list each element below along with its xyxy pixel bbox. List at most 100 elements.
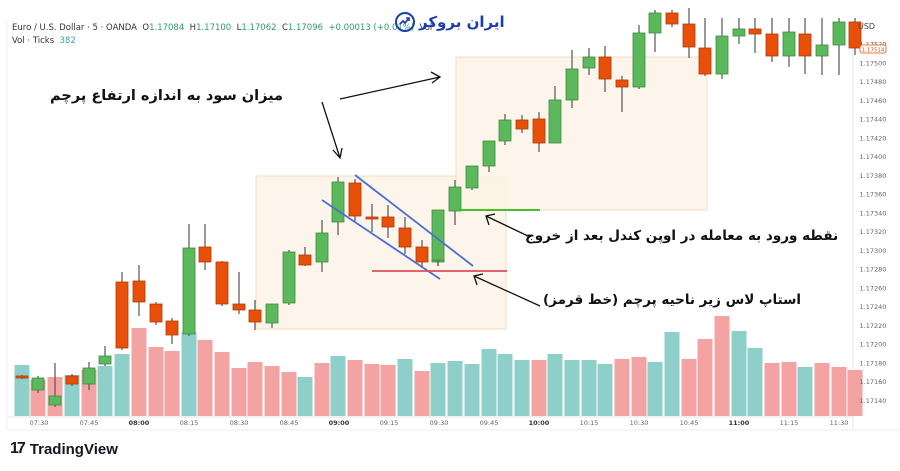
- volume-bar: [481, 349, 497, 416]
- flag-lower-trendline[interactable]: [321, 199, 441, 280]
- symbol-title[interactable]: Euro / U.S. Dollar · 5 · OANDA: [12, 23, 137, 33]
- brand-logo: ایران بروکر: [395, 12, 505, 32]
- time-tick: 08:00: [129, 419, 150, 427]
- candle: [215, 261, 229, 306]
- candle: [798, 18, 812, 74]
- candle: [565, 50, 579, 108]
- volume-bar: [531, 360, 547, 416]
- volume-bar: [197, 340, 213, 416]
- ohlc-low: L1.17062: [236, 23, 277, 33]
- volume-bar: [131, 328, 147, 416]
- chart-frame: [6, 20, 900, 431]
- price-tick: 1.17160: [860, 378, 887, 386]
- volume-label[interactable]: Vol · Ticks: [12, 36, 55, 46]
- time-tick: 09:00: [329, 419, 350, 427]
- annotation-profit-target: میزان سود به اندازه ارتفاع پرچم: [50, 88, 284, 104]
- price-tick: 1.17500: [860, 59, 887, 67]
- price-tick: 1.17480: [860, 78, 887, 86]
- price-tick: 1.17280: [860, 266, 887, 274]
- volume-bar: [731, 331, 747, 416]
- chart-legend: Euro / U.S. Dollar · 5 · OANDA O1.17084 …: [12, 22, 432, 48]
- time-tick: 11:15: [780, 419, 799, 427]
- volume-bar: [714, 316, 730, 416]
- candle: [715, 18, 729, 79]
- candle: [198, 224, 212, 270]
- price-tick: 1.17520: [860, 41, 887, 49]
- volume-bar: [347, 360, 363, 416]
- volume-bar: [614, 359, 630, 416]
- price-tick: 1.17340: [860, 209, 887, 217]
- price-tick: 1.17260: [860, 284, 887, 292]
- target-zone[interactable]: [455, 56, 708, 211]
- volume-bar: [148, 347, 164, 416]
- price-tick: 1.17400: [860, 153, 887, 161]
- arrow-to-flag-icon: [321, 101, 343, 160]
- trend-chart-icon: [395, 12, 415, 32]
- candle: [315, 220, 329, 272]
- pattern-zones: [255, 56, 708, 330]
- time-tick: 08:30: [230, 419, 249, 427]
- candle: [648, 10, 662, 52]
- ohlc-high: H1.17100: [189, 23, 232, 33]
- price-tick: 1.17240: [860, 303, 887, 311]
- candle: [582, 48, 596, 75]
- volume-bar: [364, 364, 380, 416]
- candle: [548, 86, 562, 144]
- candle: [465, 165, 479, 190]
- candle: [248, 300, 262, 330]
- time-tick: 10:15: [580, 419, 599, 427]
- candle: [665, 10, 679, 27]
- tradingview-logo[interactable]: 17 TradingView: [10, 440, 118, 458]
- price-tick: 1.17380: [860, 172, 887, 180]
- price-tick: 1.17140: [860, 397, 887, 405]
- price-tick: 1.17320: [860, 228, 887, 236]
- candle: [698, 18, 712, 76]
- current-price-tag: 1.17514: [859, 44, 887, 54]
- volume-value: 382: [59, 36, 76, 46]
- time-tick: 09:45: [480, 419, 499, 427]
- time-tick: 07:30: [30, 419, 49, 427]
- volume-bar: [514, 360, 530, 416]
- candle: [632, 25, 646, 89]
- price-change: +0.00013 (+0.01%): [328, 23, 415, 33]
- price-tick: 1.17360: [860, 191, 887, 199]
- volume-bar: [14, 365, 30, 416]
- time-tick: 09:15: [380, 419, 399, 427]
- candle: [82, 362, 96, 390]
- candle: [615, 76, 629, 112]
- candle: [732, 18, 746, 44]
- time-axis[interactable]: 07:30 07:45 08:00 08:15 08:30 08:45 09:00 09:15…: [30, 419, 849, 427]
- candle: [448, 180, 462, 225]
- volume-bar: [831, 367, 847, 416]
- ohlc-close: C1.17096: [281, 23, 324, 33]
- candle: [498, 114, 512, 145]
- flag-upper-trendline[interactable]: [354, 174, 474, 267]
- currency-label[interactable]: USD: [858, 22, 876, 31]
- candle: [482, 140, 496, 172]
- price-axis[interactable]: 1.17520 1.17500 1.17480 1.17460 1.17440 1.174…: [860, 41, 887, 405]
- price-tick: 1.17440: [860, 116, 887, 124]
- arrow-to-target-icon: [339, 71, 442, 100]
- volume-bar: [581, 360, 597, 416]
- annotation-entry-point: نقطه ورود به معامله در اوپن کندل بعد از …: [525, 228, 839, 244]
- drawing-lines: [321, 174, 540, 280]
- candle: [165, 318, 179, 344]
- annotation-stop-loss: استاپ لاس زیر ناحیه پرچم (خط قرمز): [543, 292, 802, 308]
- candle: [748, 18, 762, 53]
- legend-trailing: Vol: [419, 23, 433, 33]
- price-tick: 1.17300: [860, 247, 887, 255]
- volume-bar: [297, 377, 313, 416]
- candles: [15, 8, 862, 407]
- candle: [765, 18, 779, 62]
- volume-bar: [97, 366, 113, 416]
- volume-bar: [164, 351, 180, 416]
- time-tick: 10:30: [630, 419, 649, 427]
- volume-bars: [14, 316, 863, 416]
- candle: [298, 247, 312, 266]
- price-tick: 1.17180: [860, 359, 887, 367]
- arrow-to-entry-icon: [485, 213, 531, 238]
- candle: [365, 204, 379, 232]
- volume-bar: [247, 362, 263, 416]
- time-tick: 11:30: [830, 419, 849, 427]
